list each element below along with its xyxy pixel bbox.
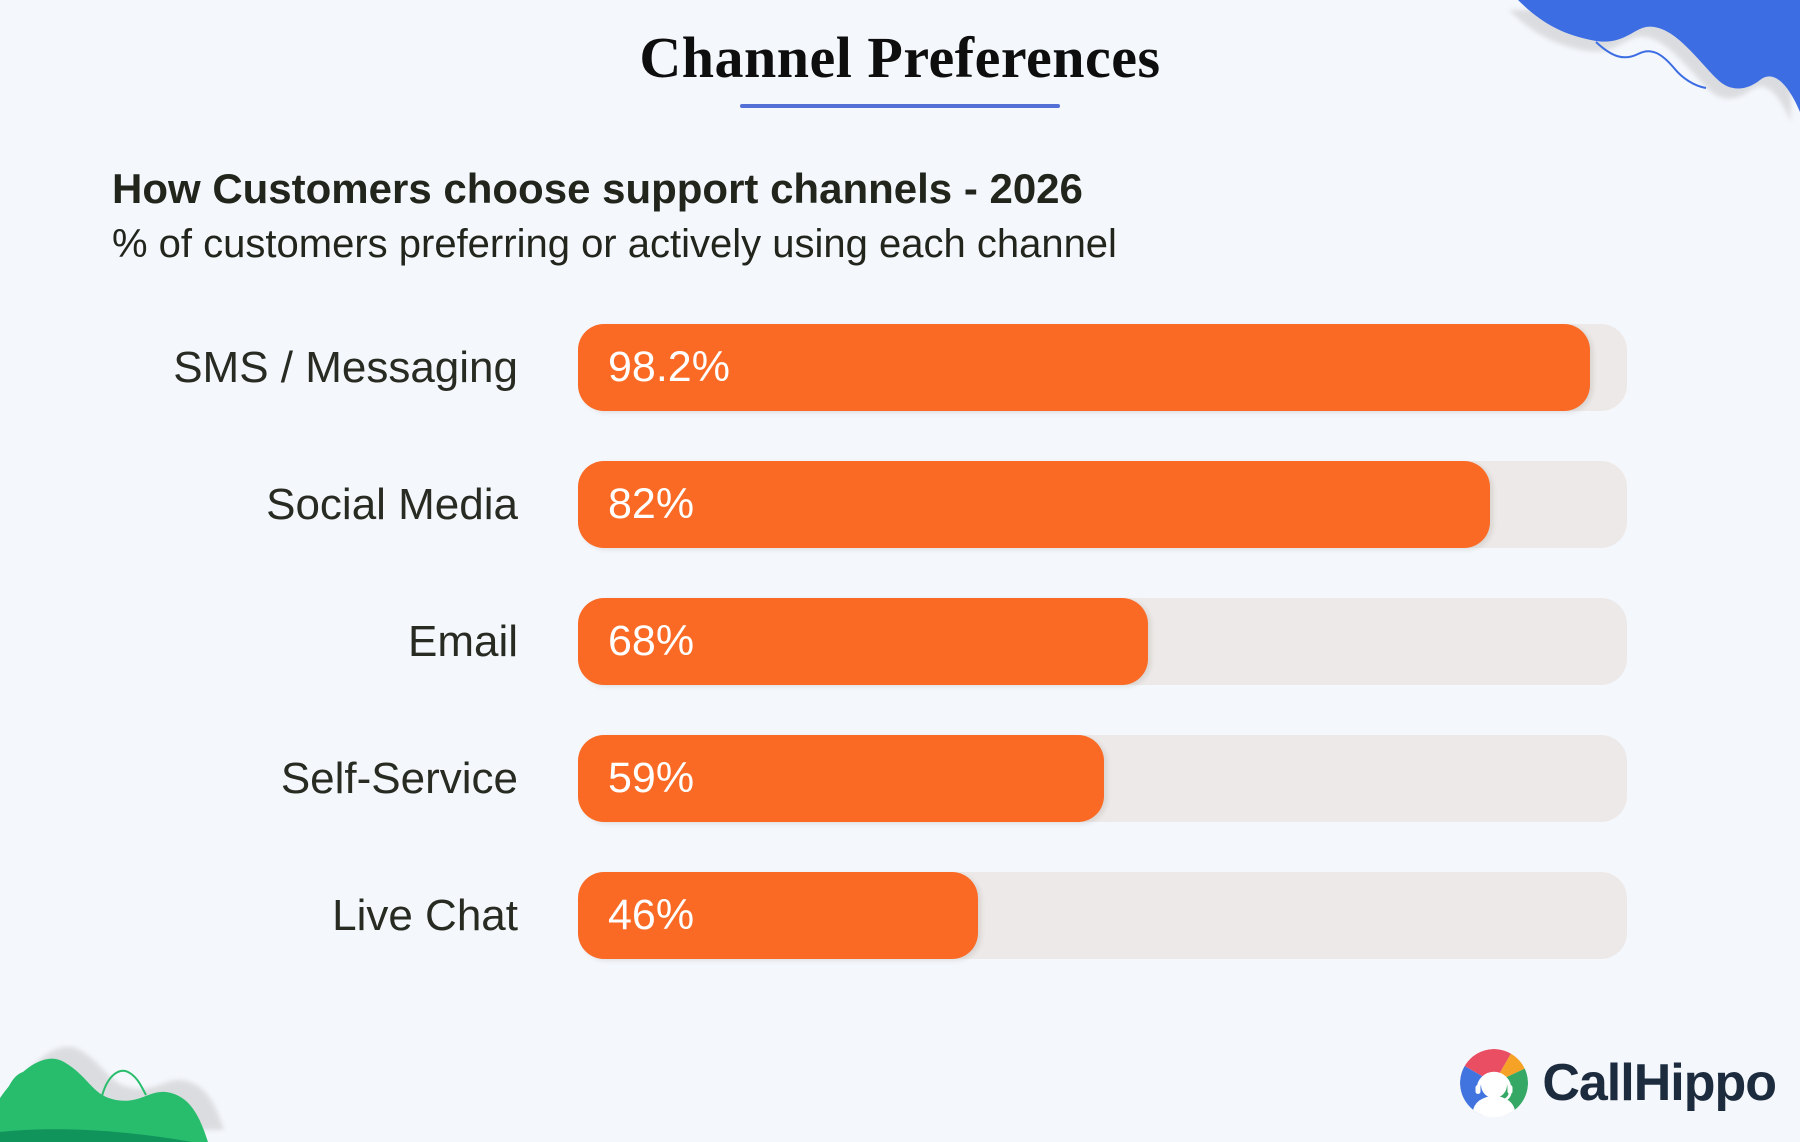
bar-value-label: 68% [608, 617, 695, 666]
bar-track: 82% [578, 461, 1627, 549]
chart-heading: How Customers choose support channels - … [112, 164, 1083, 212]
bar-track: 98.2% [578, 324, 1627, 412]
page-title: Channel Preferences [639, 25, 1161, 90]
title-underline [740, 103, 1060, 108]
bar-category-label: Self-Service [280, 753, 518, 803]
bar-row: Email 68% [0, 598, 1800, 686]
bar-fill: 46% [578, 872, 978, 960]
chart-heading-block: How Customers choose support channels - … [112, 164, 1800, 268]
wave-decoration-top-right-icon [1509, 0, 1800, 122]
bar-value-label: 98.2% [608, 343, 730, 392]
bar-value-label: 46% [608, 891, 695, 940]
wave-decoration-bottom-left-icon [0, 1046, 224, 1142]
callhippo-logo-mark-icon [1460, 1049, 1529, 1117]
callhippo-logo: CallHippo [1460, 1049, 1777, 1117]
bar-chart: SMS / Messaging 98.2% Social Media 82% E… [0, 324, 1800, 960]
bar-row: Self-Service 59% [0, 735, 1800, 823]
wave-blue-shape [1518, 0, 1800, 112]
bar-category-label: Social Media [266, 479, 518, 529]
bar-value-label: 82% [608, 480, 695, 529]
bar-track: 46% [578, 872, 1627, 960]
bar-category-label: SMS / Messaging [173, 342, 518, 392]
bar-track: 59% [578, 735, 1627, 823]
bar-fill: 82% [578, 461, 1490, 549]
callhippo-logo-text: CallHippo [1542, 1054, 1777, 1112]
bar-fill: 59% [578, 735, 1104, 823]
bar-fill: 98.2% [578, 324, 1591, 412]
bar-category-label: Email [407, 616, 518, 666]
wave-green-shape [0, 1058, 208, 1142]
bar-row: SMS / Messaging 98.2% [0, 324, 1800, 412]
bar-fill: 68% [578, 598, 1148, 686]
bar-value-label: 59% [608, 754, 695, 803]
header: Channel Preferences [0, 0, 1800, 108]
bar-track: 68% [578, 598, 1627, 686]
wave-green-dark-sliver [0, 1129, 192, 1142]
bar-row: Social Media 82% [0, 461, 1800, 549]
headset-person-icon [1460, 1049, 1529, 1117]
bar-row: Live Chat 46% [0, 872, 1800, 960]
bar-category-label: Live Chat [332, 890, 518, 940]
chart-subheading: % of customers preferring or actively us… [112, 222, 1117, 267]
wave-thin-line [3, 1069, 147, 1101]
wave-thin-line [1595, 41, 1707, 89]
